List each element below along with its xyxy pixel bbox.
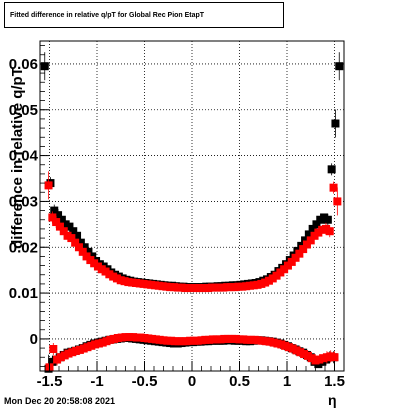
- data-point: [40, 62, 49, 71]
- x-tick-label: 1.5: [324, 373, 345, 390]
- y-tick-label: 0: [30, 331, 38, 348]
- data-point: [330, 353, 339, 362]
- data-point: [295, 249, 304, 258]
- data-point: [49, 345, 58, 353]
- data-point: [54, 211, 63, 220]
- data-point: [299, 245, 308, 254]
- data-point: [327, 165, 336, 174]
- data-point: [329, 183, 338, 192]
- y-axis-label: difference in relative q/pT: [9, 67, 26, 249]
- y-tick-label: 0.06: [9, 56, 38, 73]
- data-point: [52, 218, 61, 227]
- data-point: [74, 243, 83, 252]
- y-tick-label: 0.05: [9, 102, 38, 119]
- data-point: [55, 222, 64, 231]
- data-point: [287, 257, 296, 266]
- data-point: [301, 236, 310, 245]
- x-tick-label: -1: [90, 373, 103, 390]
- y-axis-label-wrap: difference in relative q/pT: [2, 67, 32, 249]
- timestamp: Mon Dec 20 20:58:08 2021: [4, 396, 116, 406]
- data-point: [308, 224, 317, 233]
- x-tick-labels: -1.5 -1 -0.5 0 0.5 1 1.5: [37, 373, 345, 390]
- y-tick-label: 0.01: [9, 285, 38, 302]
- x-tick-label: -0.5: [132, 373, 158, 390]
- data-point: [57, 215, 66, 224]
- data-point: [78, 247, 87, 256]
- data-point: [304, 230, 313, 239]
- data-point: [59, 227, 68, 236]
- grid-lines: [40, 41, 344, 371]
- y-tick-labels: 0 0.01 0.02 0.03 0.04 0.05 0.06: [9, 56, 39, 348]
- data-point: [73, 231, 82, 240]
- data-point: [71, 238, 80, 247]
- axis-ticks: [39, 45, 345, 371]
- data-point: [84, 247, 93, 256]
- data-point: [302, 240, 311, 249]
- x-tick-label: -1.5: [37, 373, 63, 390]
- data-markers: [40, 52, 344, 373]
- y-tick-label: 0.04: [9, 148, 39, 165]
- chart-title: Fitted difference in relative q/pT for G…: [4, 2, 284, 28]
- data-point: [306, 236, 315, 245]
- data-point: [312, 220, 321, 229]
- y-tick-label: 0.02: [9, 239, 38, 256]
- data-point: [67, 234, 76, 243]
- data-point: [335, 62, 344, 71]
- data-point: [44, 181, 53, 190]
- data-point: [331, 119, 340, 128]
- data-point: [325, 227, 334, 236]
- data-point: [76, 238, 85, 247]
- data-point: [291, 253, 300, 262]
- data-point: [48, 213, 57, 222]
- y-tick-label: 0.03: [9, 193, 38, 210]
- x-tick-label: 0: [188, 373, 196, 390]
- x-tick-label: 0.5: [229, 373, 250, 390]
- data-point: [333, 197, 342, 206]
- data-point: [323, 215, 332, 224]
- data-point: [65, 222, 74, 231]
- data-point: [69, 227, 78, 236]
- x-axis-label: η: [328, 392, 337, 408]
- data-point: [80, 243, 89, 252]
- data-point: [50, 206, 59, 215]
- x-tick-label: 1: [283, 373, 291, 390]
